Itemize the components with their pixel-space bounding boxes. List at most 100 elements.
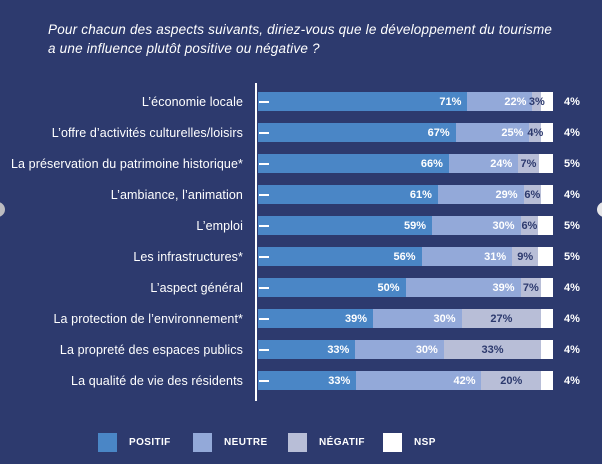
segment-value-label: 50% bbox=[377, 281, 400, 294]
bar-segment-negatif: 7% bbox=[518, 154, 539, 173]
chart-row: L’emploi 59% 30% 6% 5% bbox=[0, 216, 602, 235]
legend-swatch-neutre bbox=[193, 433, 212, 452]
bar-track: 59% 30% 6% bbox=[258, 216, 553, 235]
bar-segment-negatif: 6% bbox=[520, 216, 539, 235]
nsp-value-label: 4% bbox=[564, 126, 580, 139]
segment-value-label: 67% bbox=[427, 126, 450, 139]
segment-value-label: 56% bbox=[393, 250, 416, 263]
bar-segment-nsp bbox=[541, 371, 553, 390]
bar-segment-negatif: 9% bbox=[512, 247, 539, 266]
bar-segment-nsp bbox=[541, 185, 553, 204]
segment-value-label: 25% bbox=[501, 126, 524, 139]
bar-track: 33% 42% 20% bbox=[258, 371, 553, 390]
bar-segment-neutre: 42% bbox=[356, 371, 482, 390]
bar-segment-nsp bbox=[541, 123, 553, 142]
bar-segment-negatif: 20% bbox=[481, 371, 542, 390]
axis-tick bbox=[259, 317, 269, 320]
legend-label: POSITIF bbox=[129, 437, 171, 448]
category-label: La protection de l’environnement* bbox=[53, 311, 243, 326]
segment-value-label: 33% bbox=[327, 343, 350, 356]
bar-segment-nsp bbox=[538, 154, 553, 173]
segment-value-label: 27% bbox=[490, 312, 513, 325]
bar-track: 66% 24% 7% bbox=[258, 154, 553, 173]
segment-value-label: 61% bbox=[409, 188, 432, 201]
nsp-value-label: 4% bbox=[564, 343, 580, 356]
bar-segment-neutre: 30% bbox=[373, 309, 462, 328]
right-edge-nav-button[interactable] bbox=[597, 202, 602, 217]
segment-value-label: 24% bbox=[490, 157, 513, 170]
axis-tick bbox=[259, 193, 269, 196]
segment-value-label: 39% bbox=[492, 281, 515, 294]
bar-track: 71% 22% 3% bbox=[258, 92, 553, 111]
segment-value-label: 31% bbox=[484, 250, 507, 263]
segment-value-label: 33% bbox=[328, 374, 351, 387]
chart-title: Pour chacun des aspects suivants, diriez… bbox=[48, 20, 552, 58]
axis-tick bbox=[259, 255, 269, 258]
left-edge-nav-button[interactable] bbox=[0, 202, 5, 217]
chart-row: La propreté des espaces publics 33% 30% 33%… bbox=[0, 340, 602, 359]
legend-item-positif: POSITIF bbox=[98, 433, 193, 452]
bar-track: 39% 30% 27% bbox=[258, 309, 553, 328]
axis-tick bbox=[259, 224, 269, 227]
bar-segment-negatif: 6% bbox=[523, 185, 542, 204]
category-label: La qualité de vie des résidents bbox=[71, 373, 243, 388]
bar-track: 61% 29% 6% bbox=[258, 185, 553, 204]
chart-row: La protection de l’environnement* 39% 30% 2… bbox=[0, 309, 602, 328]
bar-segment-negatif: 3% bbox=[529, 92, 545, 111]
bar-track: 67% 25% 4% bbox=[258, 123, 553, 142]
segment-value-label: 6% bbox=[521, 219, 538, 232]
bar-segment-neutre: 29% bbox=[437, 185, 524, 204]
bar-segment-positif: 61% bbox=[258, 185, 438, 204]
nsp-value-label: 5% bbox=[564, 157, 580, 170]
category-label: La préservation du patrimoine historique… bbox=[10, 156, 243, 171]
legend-label: NSP bbox=[414, 437, 436, 448]
chart-row: L’ambiance, l’animation 61% 29% 6% 4% bbox=[0, 185, 602, 204]
bar-segment-neutre: 24% bbox=[448, 154, 519, 173]
legend-item-nsp: NSP bbox=[383, 433, 478, 452]
axis-tick bbox=[259, 100, 269, 103]
bar-track: 50% 39% 7% bbox=[258, 278, 553, 297]
nsp-value-label: 4% bbox=[564, 188, 580, 201]
category-label: L’économie locale bbox=[141, 94, 243, 109]
segment-value-label: 20% bbox=[500, 374, 523, 387]
bar-track: 56% 31% 9% bbox=[258, 247, 553, 266]
bar-segment-positif: 71% bbox=[258, 92, 468, 111]
segment-value-label: 30% bbox=[433, 312, 456, 325]
bar-segment-nsp bbox=[541, 340, 553, 359]
legend-swatch-negatif bbox=[288, 433, 307, 452]
segment-value-label: 22% bbox=[504, 95, 527, 108]
segment-value-label: 7% bbox=[520, 157, 537, 170]
bar-track: 33% 30% 33% bbox=[258, 340, 553, 359]
segment-value-label: 6% bbox=[524, 188, 541, 201]
segment-value-label: 3% bbox=[528, 95, 545, 108]
axis-tick bbox=[259, 131, 269, 134]
segment-value-label: 39% bbox=[345, 312, 368, 325]
category-label: L’offre d’activités culturelles/loisirs bbox=[51, 125, 243, 140]
bar-segment-neutre: 31% bbox=[421, 247, 513, 266]
legend-swatch-nsp bbox=[383, 433, 402, 452]
bar-rows-container: L’économie locale 71% 22% 3% 4% L’offre d’act… bbox=[0, 92, 602, 402]
bar-segment-positif: 33% bbox=[258, 340, 356, 359]
category-label: L’emploi bbox=[196, 218, 243, 233]
bar-segment-positif: 56% bbox=[258, 247, 422, 266]
legend-item-neutre: NEUTRE bbox=[193, 433, 288, 452]
y-axis-line bbox=[255, 83, 257, 401]
segment-value-label: 42% bbox=[453, 374, 476, 387]
chart-row: L’économie locale 71% 22% 3% 4% bbox=[0, 92, 602, 111]
nsp-value-label: 5% bbox=[564, 250, 580, 263]
bar-segment-nsp bbox=[541, 278, 553, 297]
legend-swatch-positif bbox=[98, 433, 117, 452]
segment-value-label: 4% bbox=[527, 126, 544, 139]
bar-segment-negatif: 4% bbox=[527, 123, 544, 142]
segment-value-label: 30% bbox=[415, 343, 438, 356]
axis-tick bbox=[259, 379, 269, 382]
bar-segment-nsp bbox=[541, 92, 553, 111]
bar-segment-positif: 66% bbox=[258, 154, 449, 173]
chart-title-line2: a une influence plutôt positive ou négat… bbox=[48, 41, 320, 56]
nsp-value-label: 4% bbox=[564, 374, 580, 387]
bar-segment-positif: 33% bbox=[258, 371, 357, 390]
legend-item-negatif: NÉGATIF bbox=[288, 433, 383, 452]
bar-segment-positif: 59% bbox=[258, 216, 433, 235]
nsp-value-label: 4% bbox=[564, 312, 580, 325]
